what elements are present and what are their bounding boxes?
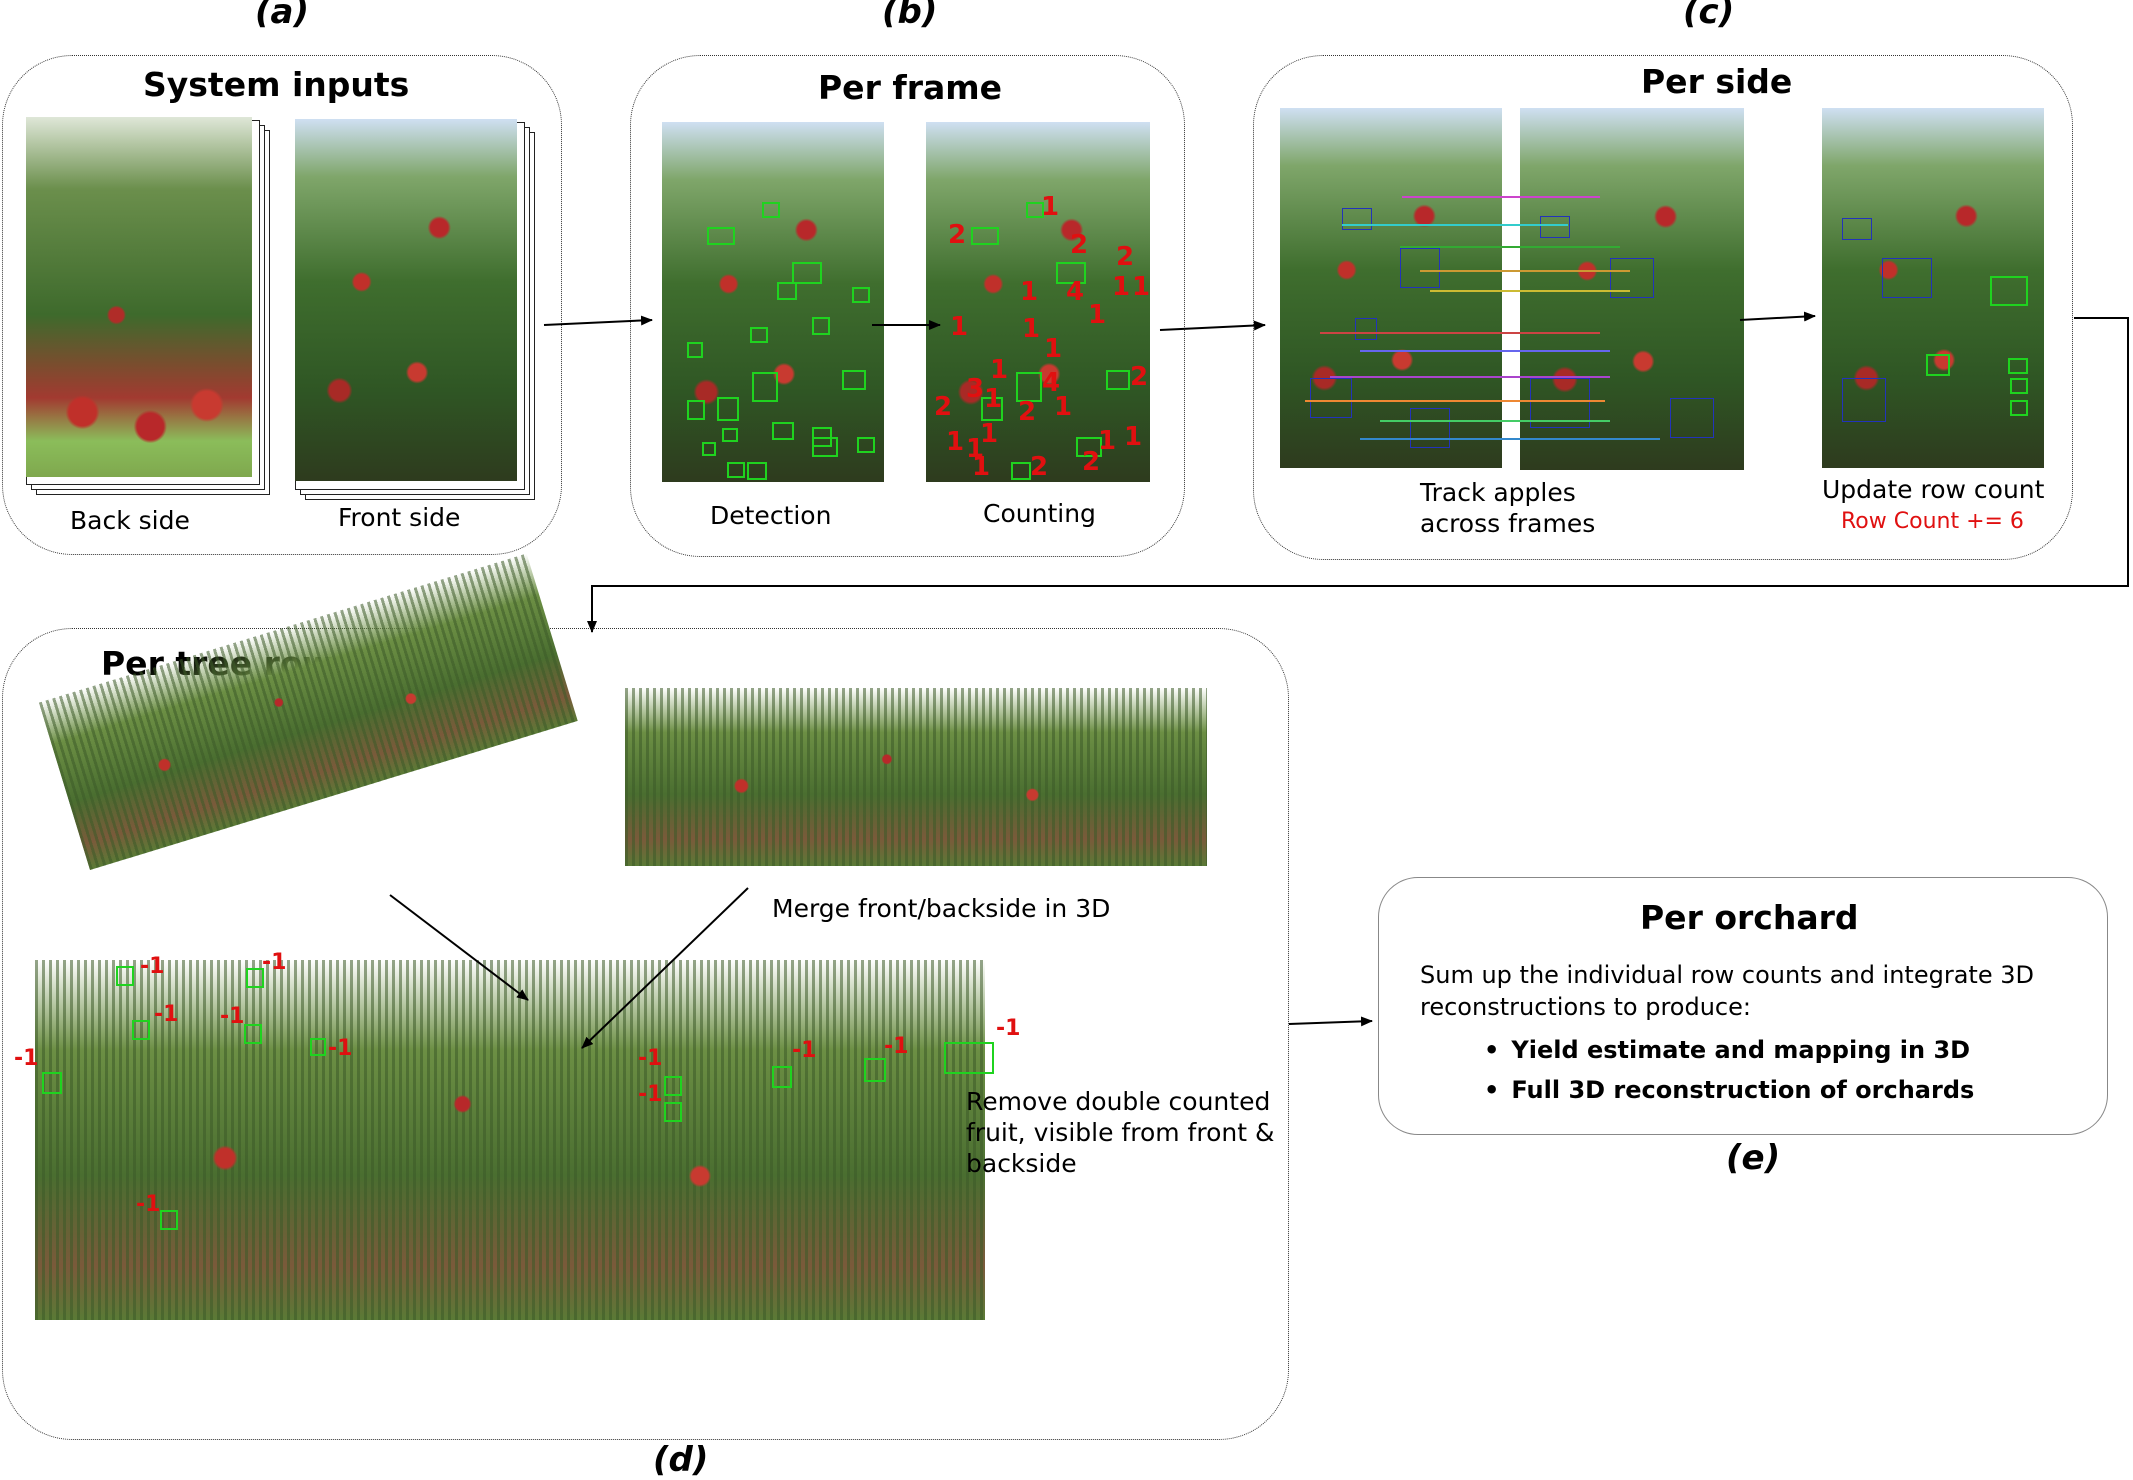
arrow-d-to-e (1289, 1021, 1372, 1024)
arrow-a-to-b (544, 320, 652, 325)
arrow-c-to-d (592, 318, 2128, 632)
arrow-front-merge (582, 888, 748, 1048)
arrow-track-to-update (1740, 316, 1815, 320)
arrow-back-merge (390, 895, 528, 1000)
arrow-b-to-c (1160, 325, 1265, 330)
